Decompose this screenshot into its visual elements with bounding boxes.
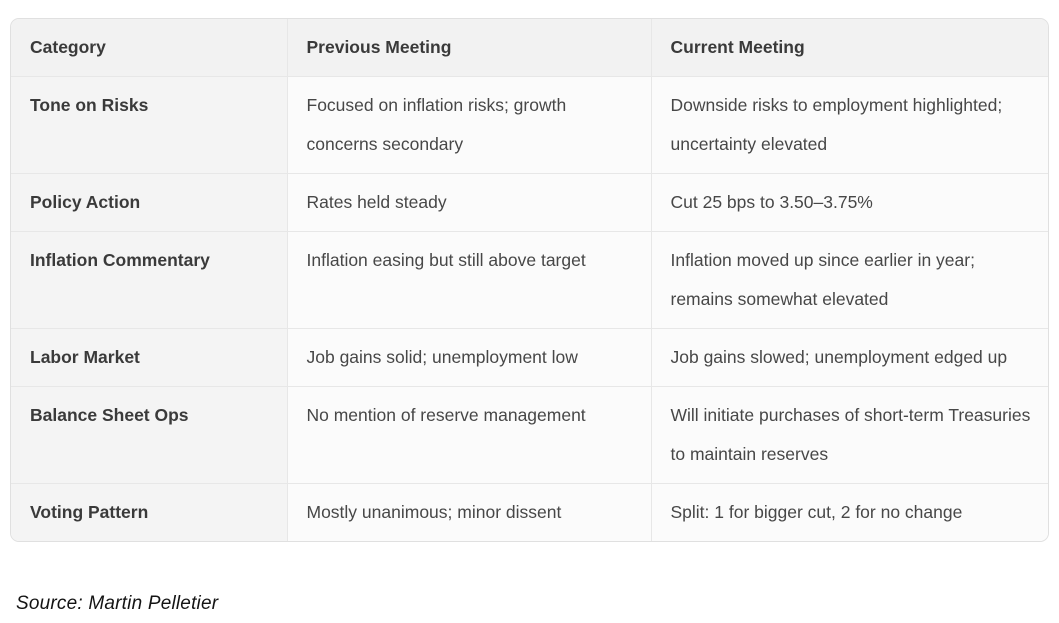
- meeting-comparison-table-grid: Category Previous Meeting Current Meetin…: [11, 19, 1048, 541]
- category-cell: Voting Pattern: [11, 483, 287, 541]
- previous-meeting-cell: No mention of reserve management: [286, 386, 651, 484]
- current-meeting-cell: Cut 25 bps to 3.50–3.75%: [650, 173, 1048, 232]
- previous-meeting-cell: Focused on inflation risks; growth conce…: [286, 76, 651, 174]
- category-cell: Tone on Risks: [11, 76, 287, 174]
- category-cell: Labor Market: [11, 328, 287, 387]
- current-meeting-cell: Job gains slowed; unemployment edged up: [650, 328, 1048, 387]
- category-cell: Balance Sheet Ops: [11, 386, 287, 484]
- current-meeting-cell: Inflation moved up since earlier in year…: [650, 231, 1048, 329]
- previous-meeting-cell: Inflation easing but still above target: [286, 231, 651, 329]
- category-cell: Policy Action: [11, 173, 287, 232]
- meeting-comparison-table: Category Previous Meeting Current Meetin…: [10, 18, 1049, 542]
- previous-meeting-cell: Rates held steady: [286, 173, 651, 232]
- header-row: Category Previous Meeting Current Meetin…: [11, 19, 1048, 77]
- source-caption: Source: Martin Pelletier: [16, 593, 219, 614]
- table-row-labor-market: Labor Market Job gains solid; unemployme…: [11, 328, 1048, 387]
- table-row-policy-action: Policy Action Rates held steady Cut 25 b…: [11, 173, 1048, 232]
- current-meeting-cell: Downside risks to employment highlighted…: [650, 76, 1048, 174]
- current-meeting-cell: Split: 1 for bigger cut, 2 for no change: [650, 483, 1048, 541]
- table-row-tone-on-risks: Tone on Risks Focused on inflation risks…: [11, 76, 1048, 174]
- current-meeting-cell: Will initiate purchases of short-term Tr…: [650, 386, 1048, 484]
- previous-meeting-cell: Mostly unanimous; minor dissent: [286, 483, 651, 541]
- table-row-voting-pattern: Voting Pattern Mostly unanimous; minor d…: [11, 483, 1048, 541]
- column-header-category: Category: [11, 19, 287, 77]
- previous-meeting-cell: Job gains solid; unemployment low: [286, 328, 651, 387]
- column-header-current-meeting: Current Meeting: [650, 19, 1048, 77]
- column-header-previous-meeting: Previous Meeting: [286, 19, 651, 77]
- category-cell: Inflation Commentary: [11, 231, 287, 329]
- table-row-balance-sheet-ops: Balance Sheet Ops No mention of reserve …: [11, 386, 1048, 484]
- table-row-inflation-commentary: Inflation Commentary Inflation easing bu…: [11, 231, 1048, 329]
